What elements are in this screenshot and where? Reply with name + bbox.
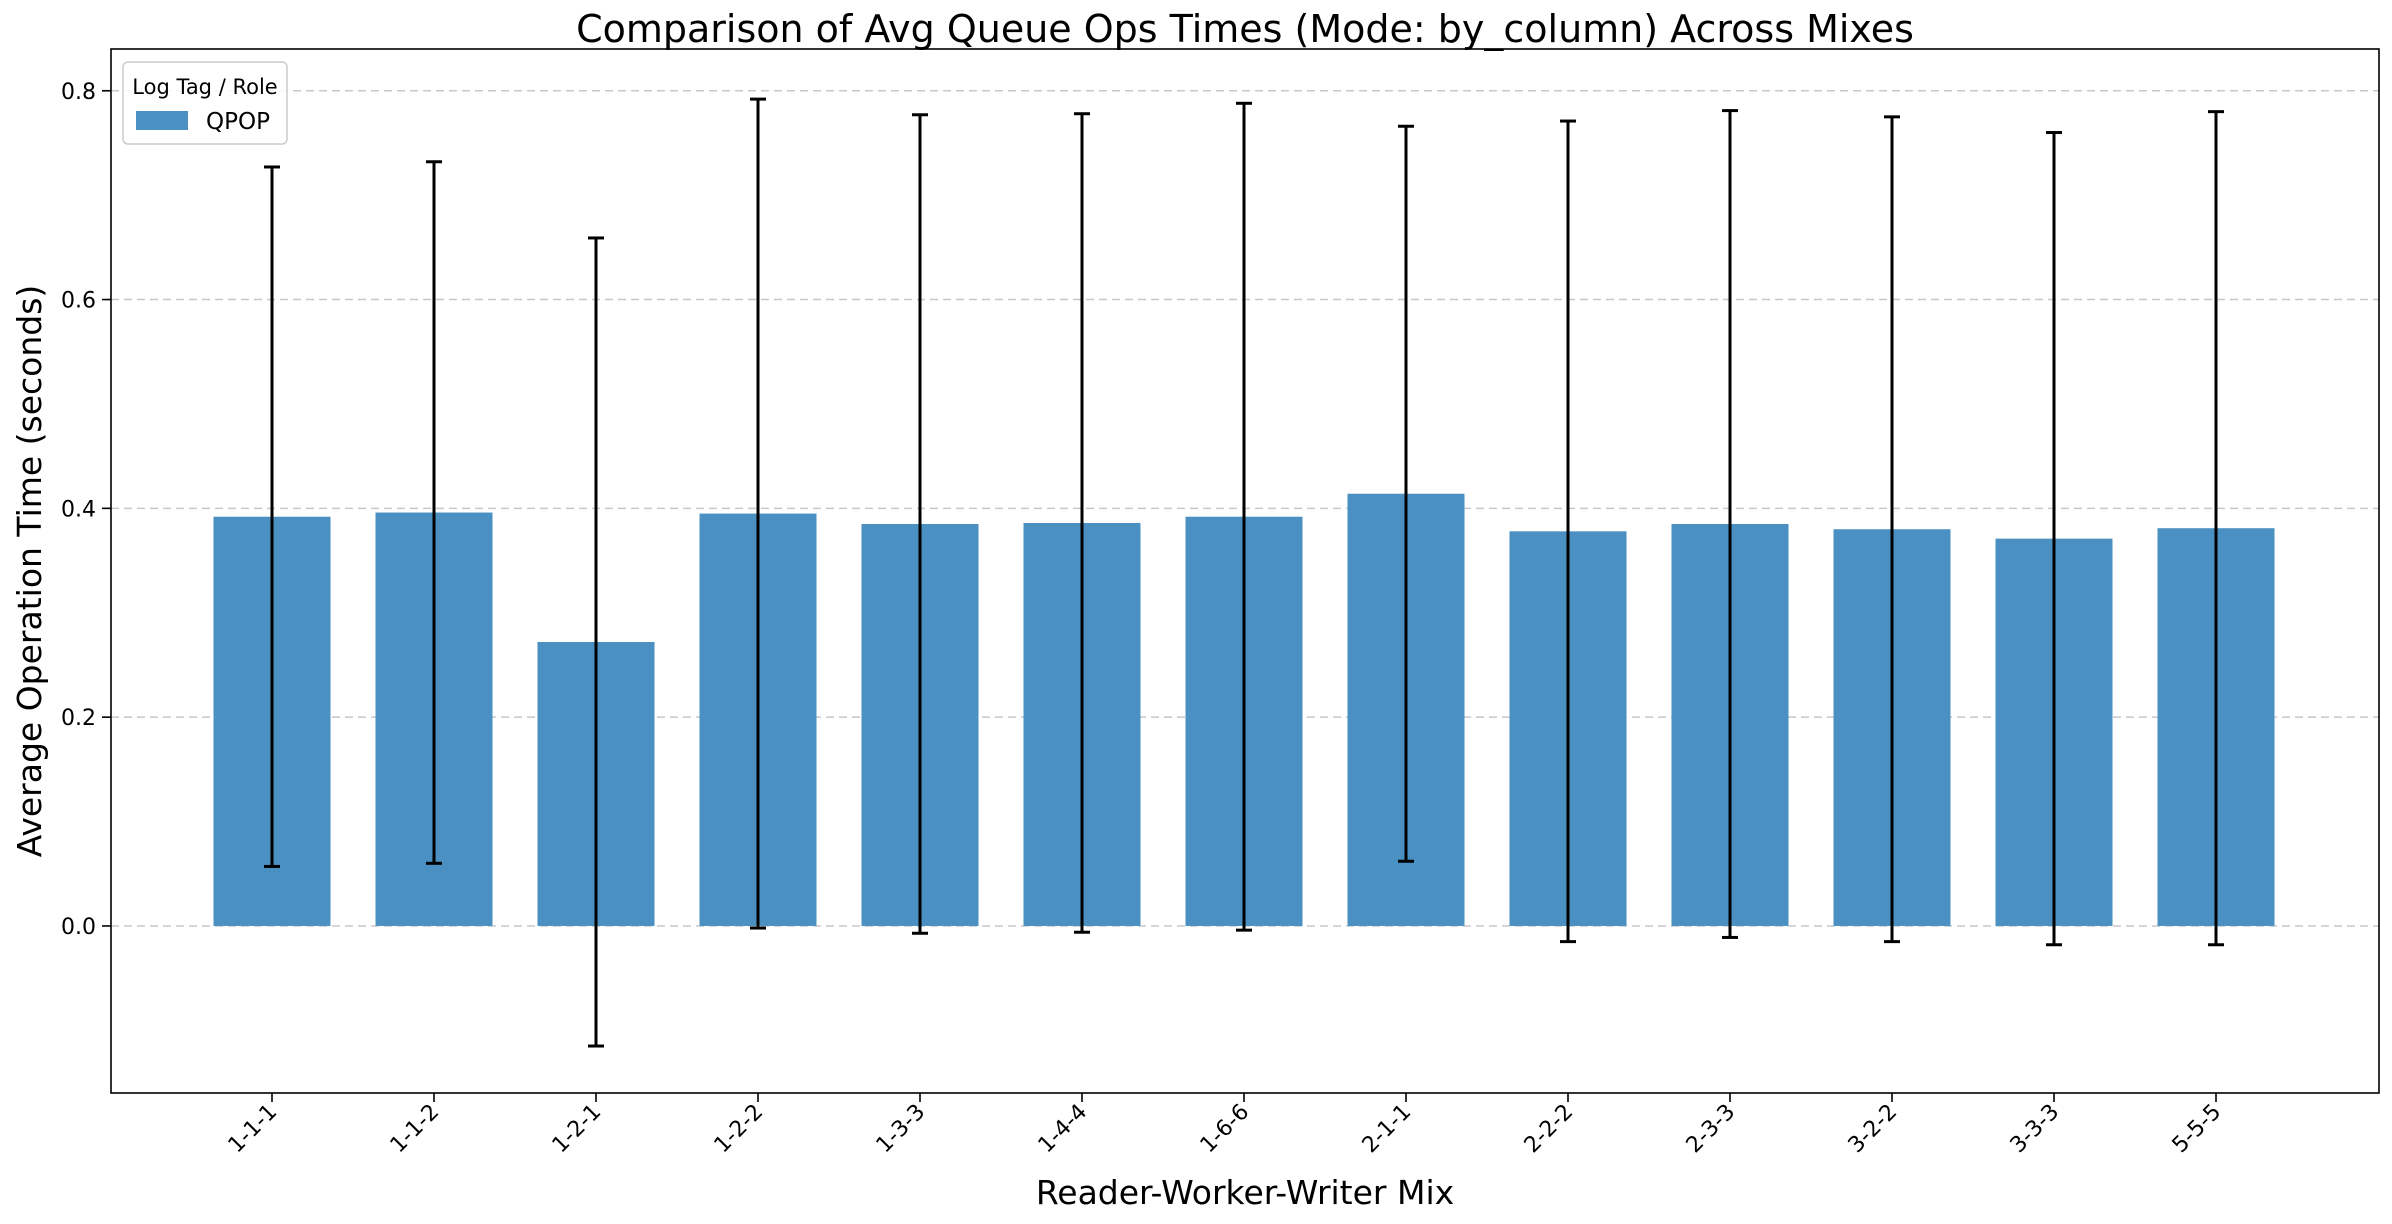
x-tick-label: 1-2-2 [710, 1100, 769, 1159]
x-tick-label: 3-3-3 [2006, 1100, 2065, 1159]
y-tick-label: 0.0 [61, 915, 96, 940]
plot-frame [110, 48, 2380, 1094]
x-tick-label: 1-6-6 [1196, 1100, 1255, 1159]
error-bars [264, 97, 2224, 1048]
y-axis-ticks: 0.0 0.2 0.4 0.6 0.8 [61, 80, 111, 940]
x-tick-label: 2-2-2 [1520, 1100, 1579, 1159]
y-tick-label: 0.6 [61, 289, 96, 314]
x-tick-label: 2-3-3 [1682, 1100, 1741, 1159]
x-tick-label: 1-4-4 [1034, 1100, 1093, 1159]
y-tick-label: 0.4 [61, 497, 96, 522]
chart-title: Comparison of Avg Queue Ops Times (Mode:… [576, 7, 1914, 51]
x-tick-label: 1-1-1 [224, 1100, 283, 1159]
legend-title: Log Tag / Role [132, 75, 277, 99]
y-tick-label: 0.8 [61, 80, 96, 105]
legend-label-qpop: QPOP [206, 109, 270, 135]
legend: Log Tag / Role QPOP [122, 61, 288, 145]
x-tick-label: 1-1-2 [386, 1100, 445, 1159]
y-axis-label: Average Operation Time (seconds) [10, 285, 49, 858]
x-tick-label: 1-3-3 [872, 1100, 931, 1159]
legend-swatch-qpop [136, 111, 188, 130]
x-tick-label: 3-2-2 [1844, 1100, 1903, 1159]
x-axis-ticks: 1-1-1 1-1-2 1-2-1 1-2-2 1-3-3 1-4-4 1-6-6 2-1-1… [224, 1093, 2227, 1159]
x-tick-label: 5-5-5 [2168, 1100, 2227, 1159]
y-tick-label: 0.2 [61, 706, 96, 731]
x-tick-label: 2-1-1 [1358, 1100, 1417, 1159]
x-axis-label: Reader-Worker-Writer Mix [1036, 1173, 1454, 1212]
x-tick-label: 1-2-1 [548, 1100, 607, 1159]
